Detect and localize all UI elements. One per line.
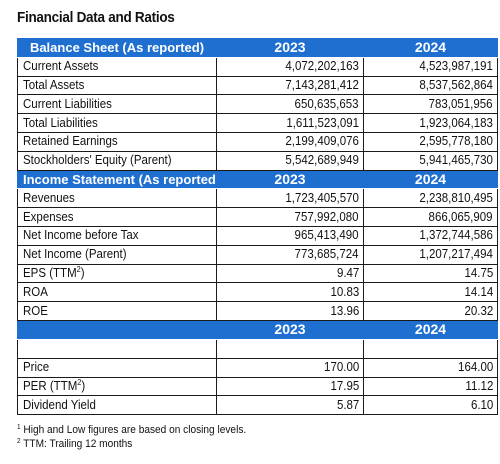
footnote-mark: 2 (76, 264, 81, 274)
table-row: Expenses 757,992,080 866,065,909 (17, 207, 498, 227)
income-statement-header-row: Income Statement (As reported) 2023 2024 (17, 169, 498, 190)
value-2023: 13.96 (330, 303, 359, 318)
value-2024: 783,051,956 (429, 96, 493, 111)
balance-sheet-header: Balance Sheet (As reported) (17, 38, 217, 58)
row-label: Stockholders' Equity (Parent) (23, 153, 172, 168)
value-2023: 5.87 (336, 397, 359, 412)
row-label: Net Income (Parent) (23, 247, 127, 262)
page-title: Financial Data and Ratios (17, 9, 175, 26)
value-2023: 1,611,523,091 (286, 115, 359, 130)
value-2023: 2,199,409,076 (285, 134, 359, 149)
table-row: Current Assets 4,072,202,163 4,523,987,1… (17, 56, 498, 77)
value-2024: 5,941,465,730 (419, 153, 493, 168)
row-label: Retained Earnings (23, 134, 118, 149)
value-2024: 8,537,562,864 (419, 77, 493, 92)
value-2023: 17.95 (330, 378, 359, 393)
row-label: Current Liabilities (23, 96, 112, 111)
table-row: ROA 10.83 14.14 (17, 282, 498, 303)
year-header-2024: 2024 (363, 38, 498, 58)
row-label: Expenses (23, 209, 74, 224)
value-2023: 9.47 (336, 265, 359, 280)
table-row: Net Income before Tax 965,413,490 1,372,… (17, 225, 498, 246)
row-label: Current Assets (23, 59, 99, 74)
row-label: Dividend Yield (23, 397, 96, 412)
year-header-2024: 2024 (363, 169, 498, 190)
row-label: Revenues (23, 190, 75, 205)
spacer-row (17, 338, 498, 359)
table-row: Net Income (Parent) 773,685,724 1,207,21… (17, 244, 498, 265)
row-label: Price (23, 360, 50, 375)
value-2023: 7,143,281,412 (285, 77, 359, 92)
footnote-mark: 1 (17, 424, 21, 431)
table-row: EPS (TTM2) 9.47 14.75 (17, 263, 498, 284)
value-2023: 773,685,724 (295, 247, 359, 262)
value-2023: 650,635,653 (295, 96, 359, 111)
table-row: ROE 13.96 20.32 (17, 301, 498, 321)
value-2023: 965,413,490 (295, 228, 359, 243)
value-2023: 10.83 (330, 284, 359, 299)
row-label: ROE (23, 303, 48, 318)
value-2024: 14.14 (464, 284, 493, 299)
row-label: PER (TTM2) (23, 377, 86, 393)
year-header-2023: 2023 (216, 319, 364, 340)
year-header-2023: 2023 (216, 38, 364, 58)
table-row: Retained Earnings 2,199,409,076 2,595,77… (17, 131, 498, 152)
value-2023: 170.00 (323, 360, 359, 375)
value-2024: 11.12 (465, 378, 493, 393)
value-2023: 5,542,689,949 (285, 153, 359, 168)
footnote-mark: 2 (77, 377, 82, 387)
value-2024: 866,065,909 (429, 209, 493, 224)
value-2023: 4,072,202,163 (285, 59, 359, 74)
balance-sheet-header-row: Balance Sheet (As reported) 2023 2024 (17, 38, 498, 58)
value-2024: 6.10 (470, 397, 493, 412)
value-2024: 164.00 (457, 360, 493, 375)
value-2023: 1,723,405,570 (285, 190, 359, 205)
value-2024: 14.75 (464, 265, 493, 280)
row-label: Total Liabilities (23, 115, 98, 130)
table-row: Stockholders' Equity (Parent) 5,542,689,… (17, 150, 498, 171)
table-row: Revenues 1,723,405,570 2,238,810,495 (17, 188, 498, 209)
value-2024: 2,238,810,495 (419, 190, 493, 205)
table-row: PER (TTM2) 17.95 11.12 (17, 376, 498, 397)
table-row: Dividend Yield 5.87 6.10 (17, 395, 498, 416)
footnote-text: TTM: Trailing 12 months (23, 438, 133, 450)
row-label: ROA (23, 284, 48, 299)
value-2024: 1,207,217,494 (419, 247, 493, 262)
footnote-mark: 2 (17, 438, 21, 445)
table-row: Total Liabilities 1,611,523,091 1,923,06… (17, 113, 498, 133)
market-header-blank (17, 319, 217, 340)
year-header-2024: 2024 (363, 319, 498, 340)
table-row: Price 170.00 164.00 (17, 357, 498, 378)
table-row: Total Assets 7,143,281,412 8,537,562,864 (17, 75, 498, 96)
footnotes: 1 High and Low figures are based on clos… (17, 423, 246, 451)
year-header-2023: 2023 (216, 169, 364, 190)
value-2024: 20.32 (464, 303, 493, 318)
financial-table: Balance Sheet (As reported) 2023 2024 Cu… (17, 38, 498, 416)
income-statement-header: Income Statement (As reported) (17, 169, 217, 190)
row-label: Total Assets (23, 77, 85, 92)
value-2024: 1,923,064,183 (419, 115, 493, 130)
table-row: Current Liabilities 650,635,653 783,051,… (17, 94, 498, 115)
value-2024: 2,595,778,180 (419, 134, 493, 149)
row-label: Net Income before Tax (23, 228, 139, 243)
footnote-1: 1 High and Low figures are based on clos… (17, 423, 246, 437)
row-label: EPS (TTM2) (23, 264, 85, 280)
footnote-text: High and Low figures are based on closin… (23, 424, 247, 436)
value-2024: 1,372,744,586 (419, 228, 493, 243)
market-header-row: 2023 2024 (17, 319, 498, 340)
footnote-2: 2 TTM: Trailing 12 months (17, 437, 246, 451)
value-2023: 757,992,080 (295, 209, 359, 224)
value-2024: 4,523,987,191 (419, 59, 493, 74)
